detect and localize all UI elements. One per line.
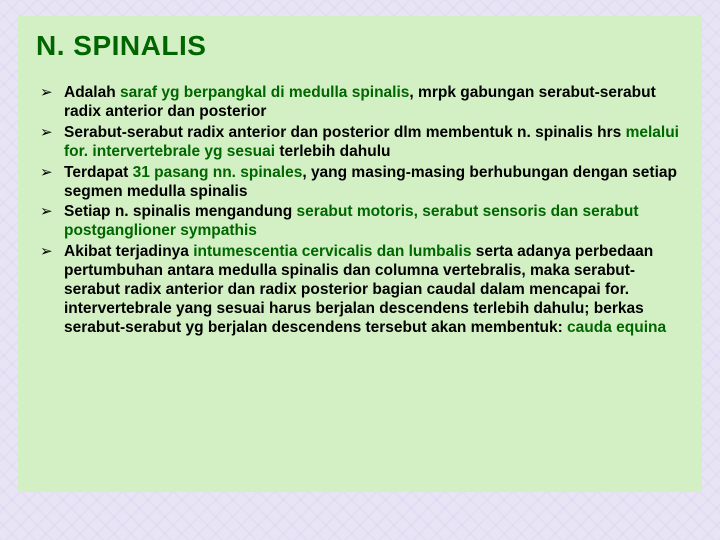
bullet-highlight: intumescentia cervicalis dan lumbalis: [193, 243, 471, 260]
list-item: Serabut-serabut radix anterior dan poste…: [38, 124, 688, 162]
list-item: Setiap n. spinalis mengandung serabut mo…: [38, 203, 688, 241]
bullet-highlight: 31 pasang nn. spinales: [133, 164, 303, 181]
bullet-text: Akibat terjadinya: [64, 243, 193, 260]
list-item: Terdapat 31 pasang nn. spinales, yang ma…: [38, 164, 688, 202]
list-item: Akibat terjadinya intumescentia cervical…: [38, 243, 688, 338]
bullet-text: terlebih dahulu: [275, 143, 390, 160]
bullet-text: Terdapat: [64, 164, 133, 181]
list-item: Adalah saraf yg berpangkal di medulla sp…: [38, 84, 688, 122]
bullet-highlight: cauda equina: [567, 319, 666, 336]
bullet-text: Serabut-serabut radix anterior dan poste…: [64, 124, 626, 141]
bullet-highlight: saraf yg berpangkal di medulla spinalis: [120, 84, 409, 101]
bullet-list: Adalah saraf yg berpangkal di medulla sp…: [32, 84, 688, 338]
slide-card: N. SPINALIS Adalah saraf yg berpangkal d…: [18, 16, 702, 492]
bullet-text: Adalah: [64, 84, 120, 101]
slide-title: N. SPINALIS: [36, 30, 688, 62]
bullet-text: Setiap n. spinalis mengandung: [64, 203, 297, 220]
